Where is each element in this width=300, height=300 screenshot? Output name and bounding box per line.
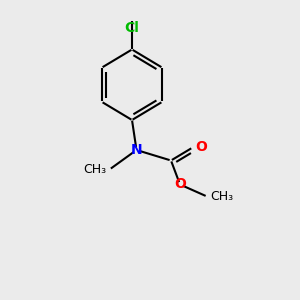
Text: O: O [174,178,186,191]
Text: CH₃: CH₃ [210,190,233,203]
Text: O: O [195,140,207,154]
Text: CH₃: CH₃ [83,163,106,176]
Text: Cl: Cl [124,21,140,35]
Text: N: N [131,143,142,157]
